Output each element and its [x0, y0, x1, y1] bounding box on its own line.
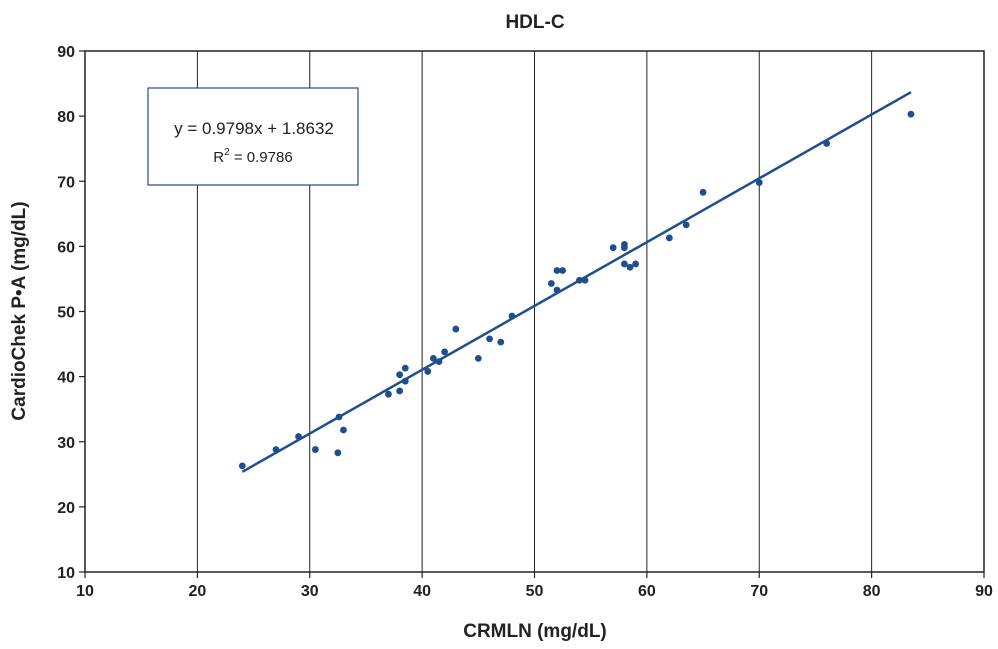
data-point [907, 110, 915, 118]
data-point [559, 267, 566, 274]
data-point [621, 260, 628, 268]
data-point [238, 462, 246, 470]
data-point [547, 280, 555, 287]
y-tick-label: 30 [57, 435, 75, 452]
x-tick-label: 60 [638, 583, 656, 600]
data-point [553, 267, 561, 274]
data-point [576, 276, 583, 284]
x-tick-label: 80 [863, 583, 881, 600]
data-point [665, 234, 673, 242]
y-tick-label: 60 [57, 239, 75, 256]
x-tick-label: 50 [526, 583, 544, 600]
x-tick-label: 10 [76, 583, 94, 600]
y-axis: 10 20 30 40 50 60 70 80 90 [57, 44, 85, 582]
data-point [429, 354, 437, 362]
data-point [621, 244, 628, 252]
y-tick-label: 50 [57, 305, 75, 322]
x-tick-label: 70 [750, 583, 768, 600]
data-point [401, 364, 409, 372]
x-axis-label: CRMLN (mg/dL) [463, 621, 607, 642]
y-axis-label: CardioChek P•A (mg/dL) [9, 201, 30, 420]
data-point [626, 263, 634, 271]
data-point [396, 371, 404, 379]
data-point [396, 387, 404, 395]
data-point [755, 179, 763, 186]
y-tick-label: 70 [57, 174, 75, 191]
data-point [632, 260, 640, 268]
data-point [334, 449, 342, 457]
data-points [238, 110, 915, 470]
x-tick-label: 40 [413, 583, 431, 600]
data-point [823, 140, 831, 147]
x-tick-label: 20 [188, 583, 206, 600]
data-point [553, 286, 561, 294]
x-axis: 10 20 30 40 50 60 70 80 90 [76, 572, 993, 600]
y-tick-label: 10 [57, 565, 75, 582]
equation-box: y = 0.9798x + 1.8632 R2 = 0.9786 [147, 87, 359, 186]
y-tick-label: 80 [57, 109, 75, 126]
data-point [311, 446, 319, 453]
data-point [682, 221, 690, 229]
y-tick-label: 90 [57, 44, 75, 61]
data-point [335, 413, 343, 421]
data-point [385, 390, 392, 398]
data-point [424, 368, 432, 375]
data-point [441, 348, 448, 356]
data-point [486, 335, 493, 343]
x-tick-label: 90 [975, 583, 993, 600]
data-point [401, 377, 409, 385]
data-point [609, 244, 617, 252]
r-squared-label: R2 = 0.9786 [213, 147, 292, 166]
data-point [699, 188, 707, 196]
data-point [452, 325, 460, 333]
data-point [295, 433, 302, 440]
chart-title: HDL-C [505, 12, 564, 33]
trendline-equation: y = 0.9798x + 1.8632 [174, 119, 334, 138]
y-tick-label: 20 [57, 500, 75, 517]
y-tick-label: 40 [57, 370, 75, 387]
data-point [474, 354, 482, 362]
data-point [340, 426, 347, 434]
data-point [497, 338, 505, 346]
data-point [272, 446, 280, 453]
data-point [581, 276, 589, 284]
equation-box-frame [147, 87, 359, 186]
data-point [435, 358, 443, 366]
data-point [508, 312, 516, 320]
x-tick-label: 30 [301, 583, 319, 600]
